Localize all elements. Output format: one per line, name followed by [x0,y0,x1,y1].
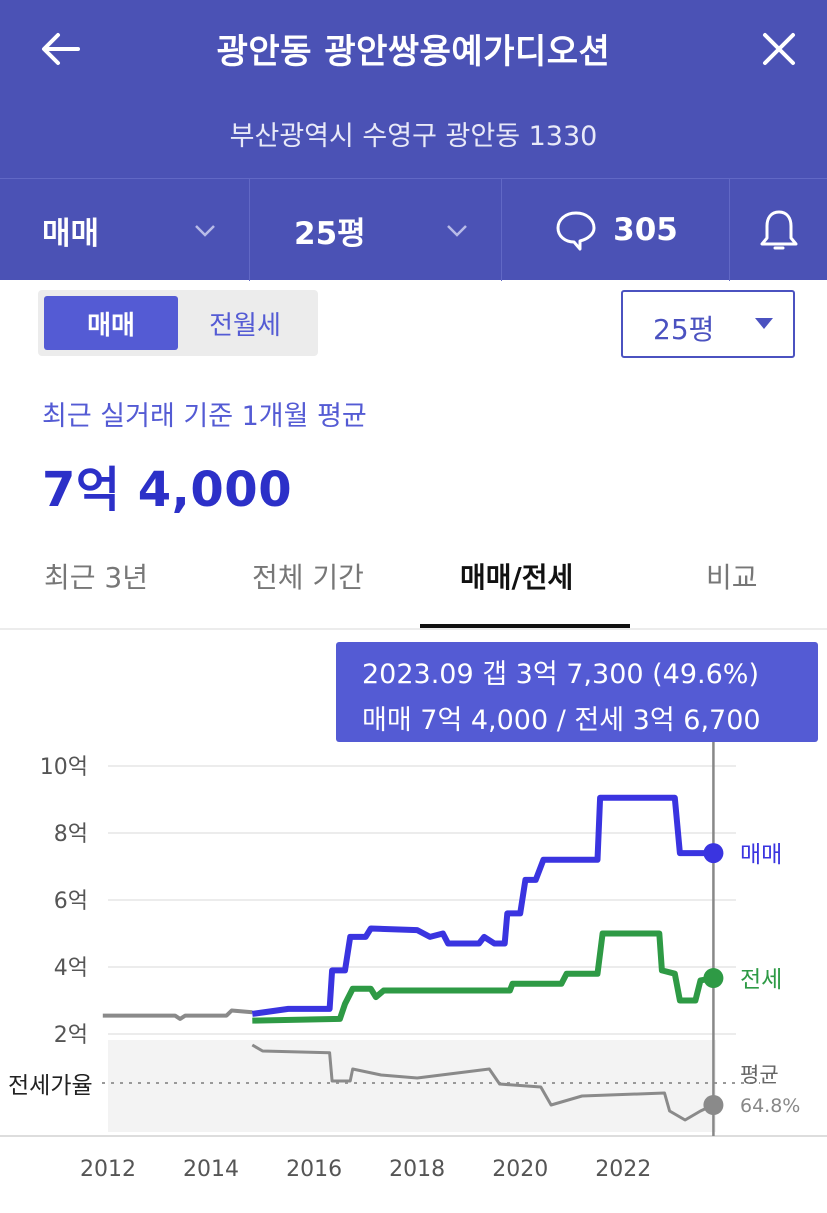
y-tick-label: 4억 [54,956,88,981]
series-sale-line [251,794,714,1017]
tooltip-gap-line: 2023.09 갭 3억 7,300 (49.6%) [362,659,759,690]
jeonse-series-label: 전세 [740,967,782,993]
series-ratio-line [251,1043,715,1122]
ratio-band [108,1040,716,1132]
period-tabs: 최근 3년 전체 기간 매매/전세 비교 [0,540,827,630]
size-type-select[interactable]: 25평 [250,179,502,281]
chevron-down-icon [447,225,467,237]
back-arrow-icon[interactable] [34,22,88,76]
chevron-down-icon [195,225,215,237]
size-dropdown-value: 25평 [653,313,715,346]
series-jeonse-line [252,930,714,1024]
sale-marker [703,843,724,864]
bell-icon [760,210,797,250]
address-text: 부산광역시 수영구 광안동 1330 [229,121,598,152]
y-tick-label: 6억 [54,889,88,914]
x-tick-label: 2018 [389,1157,445,1182]
x-tick-label: 2014 [183,1157,239,1182]
deal-type-label: 매매 [42,215,100,252]
tab-sale-jeonse[interactable]: 매매/전세 [460,561,574,594]
ratio-avg-label: 평균 [740,1063,779,1087]
average-label: 최근 실거래 기준 1개월 평균 [42,401,367,432]
caret-down-icon [755,318,773,329]
close-icon[interactable] [752,22,806,76]
jeonse-marker [703,968,724,989]
alarm-button[interactable] [730,179,827,281]
price-chart[interactable]: 10억 8억 6억 4억 2억 2012 2014 2016 2018 2020 2022 전세가율 매… [0,632,827,1213]
y-tick-label: 8억 [54,822,88,847]
tab-compare[interactable]: 비교 [706,561,758,594]
speech-bubble-icon [556,211,596,251]
size-dropdown[interactable]: 25평 [621,290,795,358]
tab-recent-3y[interactable]: 최근 3년 [44,561,148,594]
x-tick-label: 2022 [595,1157,651,1182]
chart-tooltip: 2023.09 갭 3억 7,300 (49.6%) 매매 7억 4,000 /… [336,642,818,742]
average-price: 7억 4,000 [42,462,293,518]
sale-series-label: 매매 [740,842,782,868]
ratio-avg-value: 64.8% [740,1095,800,1117]
tooltip-price-line: 매매 7억 4,000 / 전세 3억 6,700 [362,705,761,736]
x-tick-label: 2020 [492,1157,548,1182]
active-tab-indicator [420,624,630,628]
y-tick-label: 10억 [40,755,88,780]
comments-button[interactable]: 305 [502,179,730,281]
x-tick-label: 2016 [286,1157,342,1182]
ratio-marker [703,1095,724,1115]
x-tick-label: 2012 [80,1157,136,1182]
series-pre-line [102,1008,253,1021]
y-tick-label: 2억 [54,1023,88,1048]
toggle-rent[interactable]: 전월세 [209,310,281,341]
page-title: 광안동 광안쌍용예가디오션 [216,32,611,72]
deal-toggle: 매매 전월세 [38,290,318,356]
comment-count: 305 [613,212,678,248]
deal-type-select[interactable]: 매매 [0,179,250,281]
header-toolbar: 매매 25평 305 [0,178,827,281]
app-header: 광안동 광안쌍용예가디오션 부산광역시 수영구 광안동 1330 매매 25평 … [0,0,827,281]
ratio-label: 전세가율 [8,1073,93,1099]
tab-all-period[interactable]: 전체 기간 [252,561,364,594]
size-type-label: 25평 [294,215,366,252]
toggle-sale[interactable]: 매매 [44,296,178,350]
